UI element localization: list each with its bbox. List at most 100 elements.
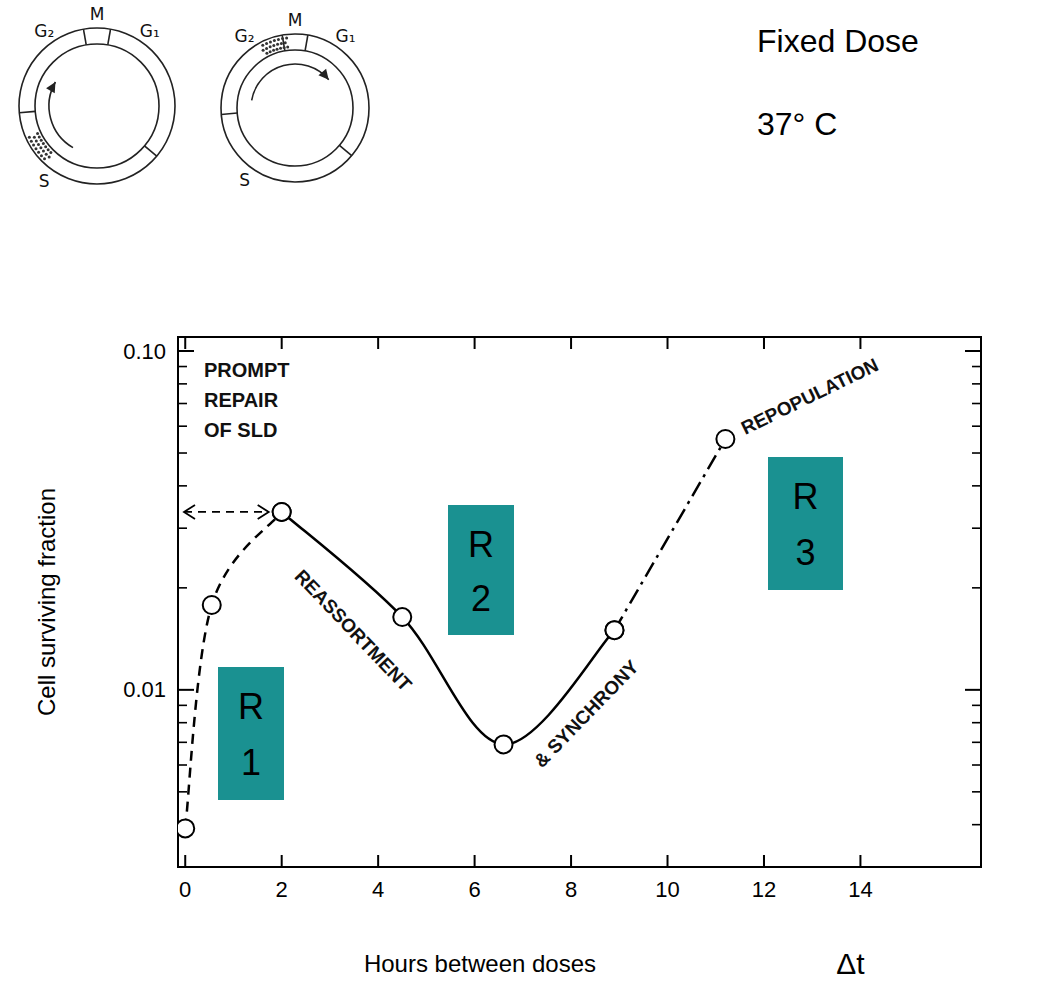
phase-divider: [19, 111, 35, 112]
minor-tick: [972, 791, 981, 793]
cell-dot: [276, 48, 279, 51]
cell-dot: [277, 38, 280, 41]
data-point: [273, 503, 291, 521]
cell-dot: [262, 49, 265, 52]
minor-tick: [178, 791, 187, 793]
y-tick: [965, 350, 981, 352]
phase-label: G₁: [335, 26, 355, 46]
cell-dot: [49, 151, 52, 154]
minor-tick: [178, 742, 187, 744]
curve-label: & SYNCHRONY: [530, 656, 643, 772]
cell-dot: [43, 157, 46, 160]
curve-label: REPAIR: [204, 389, 279, 411]
x-tick-label: 12: [752, 877, 776, 902]
minor-tick: [972, 403, 981, 405]
cell-dot: [281, 37, 284, 40]
minor-tick: [972, 742, 981, 744]
x-tick: [859, 337, 861, 349]
x-tick: [667, 337, 669, 349]
annotation-box-fill: [768, 457, 843, 590]
plot-marks: [178, 430, 734, 837]
minor-tick: [178, 403, 187, 405]
data-point: [605, 621, 623, 639]
minor-tick: [178, 527, 187, 529]
cell-dot: [279, 47, 282, 50]
cell-dot: [272, 49, 275, 52]
data-point: [393, 608, 411, 626]
data-point: [273, 503, 291, 521]
cell-dot: [34, 147, 37, 150]
phase-divider: [305, 35, 308, 51]
cell-dot: [37, 143, 40, 146]
x-tick-label: 4: [372, 877, 384, 902]
x-tick-label: 8: [565, 877, 577, 902]
curve-label: REASSORTMENT: [291, 565, 417, 695]
cell-dot: [48, 156, 51, 159]
phase-label: G₂: [34, 21, 54, 41]
annotation-box-fill: [218, 667, 284, 800]
cell-dot: [286, 45, 289, 48]
cell-dot: [280, 42, 283, 45]
cell-cycle-diagram: G₂MG₁S: [19, 4, 175, 191]
cell-dot: [265, 42, 268, 45]
y-tick: [965, 689, 981, 691]
x-tick: [377, 855, 379, 867]
cycle-inner-ring: [237, 50, 353, 166]
cell-dot: [32, 144, 35, 147]
minor-tick: [972, 485, 981, 487]
cell-dot: [261, 44, 264, 47]
minor-tick: [972, 527, 981, 529]
y-tick: [178, 689, 194, 691]
cell-dot: [39, 146, 42, 149]
repair-arrow-head: [184, 505, 195, 519]
repair-arrow-head: [258, 505, 269, 519]
cell-dot: [276, 43, 279, 46]
minor-tick: [178, 866, 187, 868]
minor-tick: [972, 722, 981, 724]
minor-tick: [972, 866, 981, 868]
y-tick-label: 0.10: [123, 339, 166, 364]
cycle-inner-ring: [35, 44, 159, 168]
curve-label: OF SLD: [204, 419, 277, 441]
phase-divider: [339, 145, 351, 155]
minor-tick: [972, 452, 981, 454]
cell-dot: [30, 140, 33, 143]
cell-dot: [28, 136, 31, 139]
minor-tick: [178, 366, 187, 368]
cycle-outer-ring: [19, 28, 175, 184]
x-tick-label: 14: [848, 877, 872, 902]
minor-tick: [972, 824, 981, 826]
x-tick-label: 6: [468, 877, 480, 902]
x-tick: [763, 337, 765, 349]
cell-dot: [42, 142, 45, 145]
curve-labels: PROMPT REPAIR OF SLD REASSORTMENT & SYNCHRON…: [204, 354, 882, 771]
cell-dot: [40, 154, 43, 157]
y-tick-label: 0.01: [123, 677, 166, 702]
cycle-arrowhead: [318, 69, 328, 80]
annotation-text: 1: [241, 742, 261, 783]
y-axis-title: Cell surviving fraction: [33, 488, 60, 716]
cell-dot: [283, 46, 286, 49]
cell-dot: [269, 50, 272, 53]
annotation-text: R: [238, 686, 264, 727]
annotation-box: R2: [448, 505, 514, 635]
phase-label: G₁: [140, 21, 160, 41]
minor-tick: [972, 383, 981, 385]
x-axis-symbol: Δt: [836, 947, 865, 980]
x-tick: [474, 855, 476, 867]
annotation-text: 2: [471, 578, 491, 619]
curve-label: PROMPT: [204, 359, 290, 381]
cell-dot: [40, 139, 43, 142]
minor-tick: [178, 485, 187, 487]
figure: Fixed Dose37° CG₂MG₁SG₂MG₁S024681012140.…: [0, 0, 1061, 996]
x-tick: [667, 855, 669, 867]
cell-dot: [47, 148, 50, 151]
minor-tick: [178, 452, 187, 454]
repair-arrow-line: [184, 511, 269, 513]
minor-tick: [178, 383, 187, 385]
minor-tick: [972, 366, 981, 368]
cell-cycle-diagram: G₂MG₁S: [221, 10, 369, 190]
cell-dot: [37, 151, 40, 154]
cell-dot: [45, 153, 48, 156]
cell-dot: [272, 44, 275, 47]
